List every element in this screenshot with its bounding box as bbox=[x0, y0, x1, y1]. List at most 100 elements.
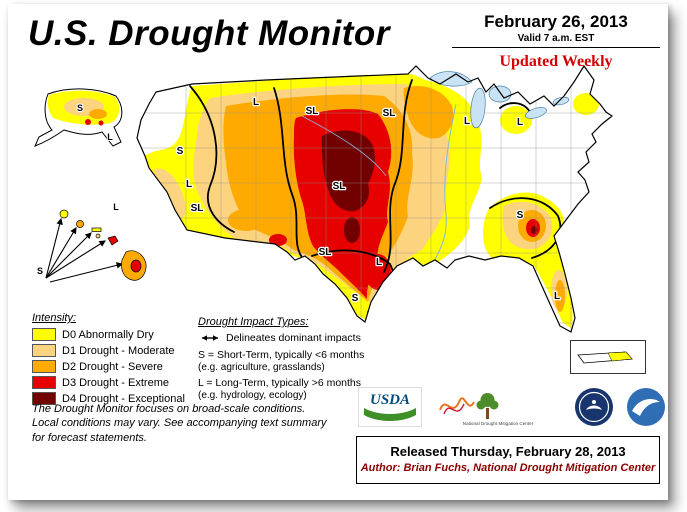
legend-label-d3: D3 Drought - Extreme bbox=[62, 376, 169, 389]
ndmc-squiggle-orange bbox=[439, 397, 475, 411]
ndmc-tree-foliage-right bbox=[489, 400, 499, 410]
alaska-d2 bbox=[89, 109, 107, 119]
d1-region-california bbox=[154, 168, 186, 219]
impact-label-s: S bbox=[352, 293, 359, 304]
report-date: February 26, 2013 bbox=[484, 12, 628, 31]
alaska-d3-a bbox=[85, 119, 91, 125]
legend-item-d3: D3 Drought - Extreme bbox=[32, 376, 185, 389]
released-date: Released Thursday, February 28, 2013 bbox=[390, 444, 626, 459]
d3-region-newmexico bbox=[269, 234, 287, 246]
disclaimer-line-1: The Drought Monitor focuses on broad-sca… bbox=[32, 403, 306, 415]
lake-michigan bbox=[470, 87, 486, 129]
legend-heading: Intensity: bbox=[32, 312, 77, 324]
hawaii-inset-map: LS bbox=[36, 201, 147, 283]
impact-label-l: L bbox=[186, 179, 192, 190]
d0-region-newengland bbox=[573, 93, 599, 115]
disclaimer-line-2: Local conditions may vary. See accompany… bbox=[32, 417, 327, 430]
island-molokai bbox=[91, 227, 102, 232]
impact-types-heading: Drought Impact Types: bbox=[198, 316, 309, 328]
delineates-row: Delineates dominant impacts bbox=[198, 332, 368, 344]
legend-item-d2: D2 Drought - Severe bbox=[32, 360, 185, 373]
impact-label-l: L bbox=[517, 117, 523, 128]
ndmc-tree-trunk bbox=[486, 408, 489, 419]
usda-logo: USDA bbox=[358, 387, 422, 427]
long-term-label: L = Long-Term, typically >6 months bbox=[198, 377, 362, 389]
alaska-inset-map: SL bbox=[34, 88, 123, 147]
impact-label-sl: SL bbox=[319, 247, 332, 258]
mississippi-river bbox=[433, 103, 457, 263]
legend-item-d1: D1 Drought - Moderate bbox=[32, 344, 185, 357]
short-term-label: S = Short-Term, typically <6 months bbox=[198, 349, 365, 361]
impact-label-sl: SL bbox=[333, 181, 346, 192]
impact-label-s: S bbox=[77, 103, 83, 113]
impact-label-l: L bbox=[107, 132, 113, 142]
d4-regions bbox=[321, 130, 537, 243]
usda-logo-swoosh bbox=[364, 408, 416, 421]
lake-huron bbox=[488, 85, 512, 103]
release-box: Released Thursday, February 28, 2013 Aut… bbox=[356, 436, 660, 484]
disclaimer-text: The Drought Monitor focuses on broad-sca… bbox=[32, 402, 326, 445]
d4-region-georgia bbox=[531, 226, 537, 234]
noaa-logo bbox=[627, 388, 665, 426]
valid-time: Valid 7 a.m. EST bbox=[517, 33, 595, 44]
impact-label-l: L bbox=[464, 116, 470, 127]
short-term-example: (e.g. agriculture, grasslands) bbox=[198, 362, 325, 373]
d4-region-highplains bbox=[321, 130, 375, 212]
impact-label-sl: SL bbox=[306, 106, 319, 117]
island-lanai bbox=[95, 233, 101, 239]
impact-label-l: L bbox=[253, 97, 259, 108]
island-kauai bbox=[59, 209, 69, 219]
island-hawaii-d3 bbox=[130, 259, 142, 273]
rivers bbox=[301, 103, 457, 263]
lake-superior bbox=[429, 71, 473, 87]
impact-label-l: L bbox=[113, 202, 119, 212]
legend-item-d0: D0 Abnormally Dry bbox=[32, 328, 185, 341]
lake-erie bbox=[525, 107, 547, 119]
puerto-rico-inset-map bbox=[570, 340, 646, 374]
impact-label-l: L bbox=[554, 291, 560, 302]
island-maui bbox=[107, 235, 119, 246]
usda-logo-text: USDA bbox=[370, 392, 410, 408]
ndmc-logo: National Drought Mitigation Center bbox=[439, 393, 534, 426]
missouri-river bbox=[301, 115, 387, 177]
author-line: Author: Brian Fuchs, National Drought Mi… bbox=[360, 462, 656, 474]
island-oahu bbox=[76, 220, 84, 228]
ndmc-squiggle-red bbox=[443, 403, 465, 415]
commerce-seal-logo bbox=[575, 388, 613, 426]
impact-label-s: S bbox=[37, 266, 43, 276]
ndmc-logo-caption: National Drought Mitigation Center bbox=[463, 421, 534, 426]
header-divider bbox=[452, 47, 660, 48]
legend-label-d4: D4 Drought - Exceptional bbox=[62, 392, 185, 405]
alaska-impact-labels: SL bbox=[76, 102, 114, 143]
hawaii-impact-arrows bbox=[45, 217, 124, 283]
impact-arrow-icon bbox=[202, 335, 218, 341]
impact-label-sl: SL bbox=[191, 203, 204, 214]
impact-types-block: Drought Impact Types: Delineates dominan… bbox=[198, 316, 368, 401]
impact-label-s: S bbox=[517, 210, 524, 221]
legend-swatch-d1 bbox=[32, 344, 56, 357]
report-page: U.S. Drought Monitor February 26, 2013 V… bbox=[8, 4, 668, 500]
page-title: U.S. Drought Monitor bbox=[28, 14, 390, 53]
legend-swatch-d4 bbox=[32, 392, 56, 405]
legend-label-d0: D0 Abnormally Dry bbox=[62, 328, 154, 341]
disclaimer-line-3: for forecast statements. bbox=[32, 431, 147, 444]
legend-items: D0 Abnormally Dry D1 Drought - Moderate D2… bbox=[32, 328, 185, 405]
delineates-label: Delineates dominant impacts bbox=[226, 332, 361, 344]
legend-label-d1: D1 Drought - Moderate bbox=[62, 344, 175, 357]
intensity-legend: Intensity: D0 Abnormally Dry D1 Drought -… bbox=[32, 312, 185, 408]
long-term-example: (e.g. hydrology, ecology) bbox=[198, 390, 307, 401]
d4-region-panhandle bbox=[344, 217, 360, 243]
puerto-rico-d0 bbox=[607, 351, 633, 362]
impact-label-sl: SL bbox=[383, 108, 396, 119]
legend-swatch-d0 bbox=[32, 328, 56, 341]
legend-swatch-d3 bbox=[32, 376, 56, 389]
ndmc-tree-foliage-left bbox=[476, 400, 486, 410]
legend-label-d2: D2 Drought - Severe bbox=[62, 360, 163, 373]
impact-label-l: L bbox=[376, 257, 382, 268]
d2-region-arizona bbox=[228, 209, 264, 231]
hawaii-islands bbox=[59, 209, 147, 281]
d2-region-midwest bbox=[403, 86, 454, 139]
logos-row: USDA National Drought Mitigation Center bbox=[358, 386, 666, 428]
